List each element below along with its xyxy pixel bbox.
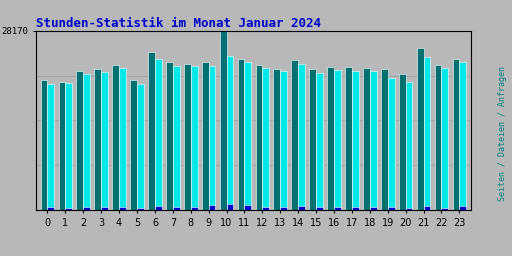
Bar bbox=[441, 68, 449, 210]
Bar bbox=[316, 207, 323, 210]
Bar bbox=[137, 84, 144, 210]
Bar bbox=[459, 206, 466, 210]
Bar bbox=[94, 69, 101, 210]
Bar bbox=[298, 63, 305, 210]
Bar bbox=[280, 71, 287, 210]
Text: Stunden-Statistik im Monat Januar 2024: Stunden-Statistik im Monat Januar 2024 bbox=[36, 17, 321, 29]
Bar bbox=[48, 84, 54, 210]
Bar bbox=[291, 60, 298, 210]
Bar bbox=[352, 71, 359, 210]
Bar bbox=[381, 69, 388, 210]
Bar bbox=[363, 68, 370, 210]
Bar bbox=[58, 82, 66, 210]
Bar bbox=[83, 207, 90, 210]
Bar bbox=[191, 207, 198, 210]
Bar bbox=[334, 207, 341, 210]
Bar bbox=[370, 71, 377, 210]
Bar bbox=[273, 69, 280, 210]
Bar bbox=[137, 208, 144, 210]
Bar bbox=[352, 207, 359, 210]
Bar bbox=[406, 208, 413, 210]
Bar bbox=[155, 59, 162, 210]
Bar bbox=[173, 66, 180, 210]
Bar bbox=[459, 62, 466, 210]
Bar bbox=[112, 65, 119, 210]
Bar bbox=[441, 208, 449, 210]
Bar bbox=[399, 74, 406, 210]
Bar bbox=[166, 62, 173, 210]
Bar bbox=[40, 80, 48, 210]
Bar bbox=[453, 59, 459, 210]
Bar bbox=[423, 206, 431, 210]
Bar bbox=[417, 48, 423, 210]
Bar bbox=[227, 56, 233, 210]
Bar bbox=[220, 31, 227, 210]
Bar bbox=[327, 67, 334, 210]
Bar bbox=[245, 62, 251, 210]
Bar bbox=[130, 80, 137, 210]
Text: Seiten / Dateien / Anfragen: Seiten / Dateien / Anfragen bbox=[498, 66, 507, 201]
Bar bbox=[83, 74, 90, 210]
Bar bbox=[155, 206, 162, 210]
Bar bbox=[262, 68, 269, 210]
Bar bbox=[370, 207, 377, 210]
Bar bbox=[309, 69, 316, 210]
Bar bbox=[191, 66, 198, 210]
Bar bbox=[66, 83, 72, 210]
Bar bbox=[101, 207, 108, 210]
Bar bbox=[255, 65, 262, 210]
Bar bbox=[334, 70, 341, 210]
Bar bbox=[101, 72, 108, 210]
Bar bbox=[227, 204, 233, 210]
Bar bbox=[238, 59, 245, 210]
Bar bbox=[388, 207, 395, 210]
Bar bbox=[148, 52, 155, 210]
Bar bbox=[345, 67, 352, 210]
Bar bbox=[406, 82, 413, 210]
Bar bbox=[298, 206, 305, 210]
Bar bbox=[66, 208, 72, 210]
Bar bbox=[280, 207, 287, 210]
Bar bbox=[423, 57, 431, 210]
Bar bbox=[173, 207, 180, 210]
Bar bbox=[76, 71, 83, 210]
Bar bbox=[202, 62, 209, 210]
Bar bbox=[119, 207, 126, 210]
Bar bbox=[184, 63, 191, 210]
Bar bbox=[388, 78, 395, 210]
Bar bbox=[316, 72, 323, 210]
Bar bbox=[435, 65, 441, 210]
Bar bbox=[209, 66, 216, 210]
Bar bbox=[262, 207, 269, 210]
Bar bbox=[209, 206, 216, 210]
Bar bbox=[119, 68, 126, 210]
Bar bbox=[48, 207, 54, 210]
Bar bbox=[245, 206, 251, 210]
